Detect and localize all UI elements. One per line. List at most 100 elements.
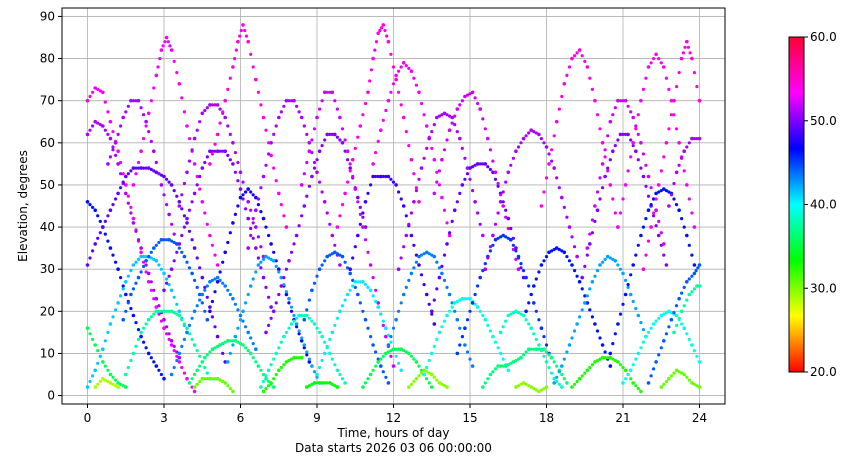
data-point-interp bbox=[595, 190, 600, 194]
data-point-interp bbox=[180, 344, 184, 348]
data-point-interp bbox=[422, 283, 426, 287]
data-point bbox=[697, 98, 702, 103]
data-point-interp bbox=[419, 101, 424, 106]
data-point bbox=[677, 208, 681, 212]
data-point bbox=[146, 271, 151, 276]
data-point-interp bbox=[519, 262, 523, 266]
data-point-interp bbox=[659, 189, 663, 193]
colorbar-tick-label: 60.0 bbox=[810, 30, 837, 44]
data-point-interp bbox=[88, 203, 92, 207]
y-tick-label: 90 bbox=[40, 9, 55, 23]
data-point bbox=[167, 237, 171, 242]
data-point bbox=[299, 183, 304, 187]
data-point-interp bbox=[501, 200, 505, 204]
data-point bbox=[154, 309, 159, 314]
data-point-interp bbox=[504, 235, 508, 239]
data-point-interp bbox=[378, 28, 382, 33]
data-point-interp bbox=[323, 138, 327, 142]
data-point-interp bbox=[198, 187, 202, 191]
data-point-interp bbox=[165, 203, 169, 207]
data-point-interp bbox=[379, 312, 383, 316]
data-point-interp bbox=[677, 163, 681, 167]
data-point bbox=[131, 263, 136, 267]
data-point bbox=[631, 381, 635, 385]
data-point-interp bbox=[511, 236, 515, 240]
data-point-interp bbox=[264, 128, 268, 132]
data-point bbox=[310, 364, 314, 368]
data-point-interp bbox=[333, 99, 337, 103]
data-point bbox=[481, 385, 485, 389]
data-point bbox=[226, 360, 230, 364]
data-point-interp bbox=[606, 134, 610, 138]
data-point-interp bbox=[144, 263, 148, 267]
data-point-interp bbox=[532, 347, 536, 351]
data-point-interp bbox=[511, 243, 515, 247]
data-point-interp bbox=[88, 379, 92, 384]
data-point-interp bbox=[251, 356, 255, 360]
data-point-interp bbox=[555, 364, 559, 368]
data-point-interp bbox=[261, 257, 266, 261]
data-point bbox=[108, 381, 113, 385]
data-point bbox=[562, 82, 567, 86]
data-point bbox=[491, 233, 495, 238]
data-point bbox=[598, 263, 602, 267]
data-point-interp bbox=[205, 371, 209, 375]
data-point bbox=[404, 233, 409, 238]
data-point-interp bbox=[272, 132, 276, 136]
data-point-interp bbox=[228, 158, 232, 162]
data-point-interp bbox=[437, 266, 441, 270]
data-point-interp bbox=[147, 255, 151, 259]
data-point-interp bbox=[274, 372, 278, 377]
data-point-interp bbox=[351, 256, 355, 260]
data-point bbox=[379, 128, 383, 132]
data-point-interp bbox=[465, 297, 470, 301]
data-point-interp bbox=[114, 260, 118, 264]
data-point bbox=[101, 225, 105, 229]
data-point-interp bbox=[687, 141, 691, 145]
data-point-interp bbox=[450, 305, 454, 309]
data-point-interp bbox=[241, 180, 245, 184]
data-point-interp bbox=[165, 177, 169, 181]
data-point bbox=[521, 381, 526, 385]
data-point bbox=[593, 322, 597, 326]
data-point-interp bbox=[506, 226, 510, 231]
data-point bbox=[169, 309, 174, 314]
data-point bbox=[169, 339, 174, 343]
data-point bbox=[93, 208, 97, 212]
data-point-interp bbox=[641, 328, 646, 332]
data-point bbox=[241, 343, 245, 347]
data-point-interp bbox=[353, 245, 357, 249]
data-point-interp bbox=[251, 193, 255, 197]
data-point-interp bbox=[119, 276, 123, 280]
data-point-interp bbox=[373, 48, 377, 52]
data-point-interp bbox=[629, 273, 633, 277]
data-point-interp bbox=[488, 245, 492, 249]
data-point-interp bbox=[499, 364, 503, 368]
data-point-interp bbox=[210, 243, 214, 247]
data-point-interp bbox=[501, 357, 505, 361]
data-point bbox=[639, 98, 643, 103]
data-point bbox=[674, 368, 679, 373]
data-point-interp bbox=[346, 158, 350, 162]
data-point-interp bbox=[425, 377, 429, 381]
data-point-interp bbox=[300, 313, 304, 318]
data-point-interp bbox=[463, 297, 467, 301]
data-point-interp bbox=[664, 311, 669, 315]
data-point-interp bbox=[624, 377, 628, 381]
data-point-interp bbox=[119, 124, 123, 128]
data-point-interp bbox=[667, 190, 671, 194]
data-point-interp bbox=[402, 349, 406, 353]
data-point bbox=[177, 204, 182, 208]
data-point-interp bbox=[685, 145, 689, 149]
data-point-interp bbox=[244, 325, 248, 329]
data-point bbox=[679, 309, 684, 314]
data-point-interp bbox=[175, 350, 179, 354]
data-point bbox=[333, 250, 337, 255]
data-point-interp bbox=[641, 225, 646, 229]
data-point bbox=[185, 326, 189, 331]
data-point-interp bbox=[121, 384, 125, 388]
data-point bbox=[401, 115, 406, 120]
data-point-interp bbox=[573, 269, 577, 273]
data-point bbox=[384, 326, 388, 331]
data-point-interp bbox=[213, 142, 217, 146]
